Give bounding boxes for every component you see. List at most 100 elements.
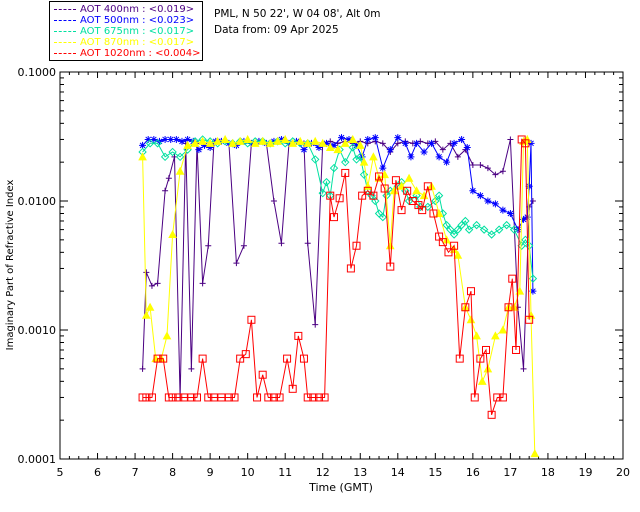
data-point [312,321,319,328]
data-point [353,141,361,149]
data-point [265,139,275,148]
data-point [278,240,285,247]
data-point [168,147,177,157]
data-point [428,139,436,147]
data-point [241,350,250,359]
data-point [461,216,470,226]
data-point [442,220,451,230]
data-point [326,191,335,200]
data-point [189,137,197,145]
data-point [311,155,320,164]
data-point [232,141,240,149]
data-point [504,303,513,312]
data-point [472,331,481,340]
data-point [153,139,162,148]
data-point [484,197,492,205]
data-point [431,196,440,206]
data-point [463,143,471,151]
data-point [434,191,444,200]
data-point [423,202,433,212]
data-point [469,187,477,195]
data-point [178,137,186,145]
data-point [198,354,207,363]
data-point [476,192,484,200]
data-point [404,173,414,182]
legend-label: AOT 400nm : <0.019> [80,4,195,15]
data-point [258,136,268,145]
data-point [359,157,369,166]
data-point [359,170,369,179]
legend-swatch [54,8,76,10]
data-point [371,134,379,142]
data-point [443,158,451,166]
x-tick-label: 8 [169,466,176,479]
data-point [379,140,386,147]
data-point [487,410,496,419]
data-point [199,280,206,287]
data-point [329,163,339,173]
data-point [288,138,298,147]
data-point [450,241,459,250]
legend-swatch [54,19,76,21]
data-point [168,393,177,402]
data-point [477,376,487,385]
data-point [457,220,466,230]
data-point [509,225,519,234]
x-tick-label: 5 [57,466,64,479]
legend-swatch [54,41,76,43]
data-point [449,230,459,239]
data-point [198,136,207,145]
data-point [295,136,305,145]
legend-item-675nm: AOT 675nm : <0.017> [54,26,194,38]
data-point [333,145,343,154]
x-tick-label: 11 [278,466,292,479]
data-point [235,136,245,145]
data-point [341,168,350,177]
data-point [458,135,466,143]
x-tick-label: 13 [353,466,367,479]
data-point [423,182,432,191]
data-point [143,269,150,276]
data-point [192,393,201,402]
data-point [275,393,284,402]
data-point [236,354,245,363]
data-point [304,240,311,247]
x-tick-label: 15 [428,466,442,479]
data-point [380,184,389,193]
data-point [269,393,278,402]
data-point [529,198,536,204]
site-info: PML, N 50 22', W 04 08', Alt 0m [214,8,381,20]
data-point [446,225,455,234]
data-point [273,137,282,146]
data-point [253,393,262,402]
data-point [224,393,233,402]
data-point [228,138,237,147]
data-point [240,242,247,249]
data-point [493,393,502,402]
legend-swatch [54,52,76,54]
data-point [472,220,481,230]
data-point [325,142,335,151]
data-point [520,215,528,223]
data-point [174,393,183,402]
data-point [469,162,476,169]
data-point [159,354,168,363]
data-point [363,181,373,190]
data-point [145,139,155,148]
data-point [338,134,345,142]
data-point [530,449,540,458]
data-point [195,146,203,154]
data-point [147,393,156,402]
data-point [369,191,378,200]
x-tick-label: 9 [207,466,214,479]
series-line [142,139,534,398]
data-point [318,188,327,198]
data-point [144,135,152,143]
data-point [369,152,378,161]
data-point [340,138,350,147]
y-tick-label: 0.0001 [18,453,57,466]
data-point [397,206,406,215]
data-point [525,182,533,190]
data-point [494,225,504,234]
data-point [258,137,267,146]
